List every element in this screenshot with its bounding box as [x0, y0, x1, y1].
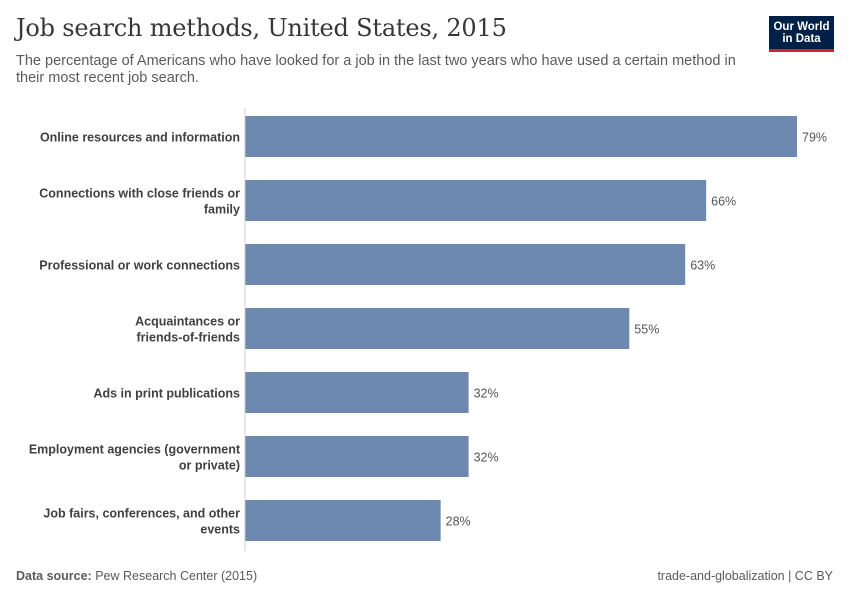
bar-4[interactable]: [245, 308, 630, 349]
bar-2[interactable]: [245, 180, 707, 221]
bar-5[interactable]: [245, 372, 469, 413]
license-note[interactable]: trade-and-globalization | CC BY: [657, 569, 833, 583]
bar-7[interactable]: [245, 500, 441, 541]
category-label: Ads in print publications: [93, 387, 240, 401]
logo-line-2: in Data: [782, 33, 821, 45]
category-label: Connections with close friends or family: [39, 187, 240, 217]
category-label: Employment agencies (government or privat…: [29, 443, 241, 473]
value-label: 32%: [474, 387, 499, 401]
category-label: Professional or work connections: [39, 259, 240, 273]
category-label: Online resources and information: [40, 131, 240, 145]
value-label: 79%: [802, 131, 827, 145]
category-label: Acquaintances or friends-of-friends: [135, 315, 240, 345]
bar-3[interactable]: [245, 244, 686, 285]
bar-1[interactable]: [245, 116, 797, 157]
logo-line-1: Our World: [773, 21, 830, 33]
data-source: Data source: Pew Research Center (2015): [16, 569, 257, 583]
value-label: 63%: [690, 259, 715, 273]
owid-logo[interactable]: Our World in Data: [769, 16, 834, 52]
value-label: 66%: [711, 195, 736, 209]
bar-6[interactable]: [245, 436, 469, 477]
category-label: Job fairs, conferences, and other events: [43, 507, 240, 537]
value-label: 55%: [634, 323, 659, 337]
chart-subtitle: The percentage of Americans who have loo…: [16, 53, 736, 86]
data-source-link[interactable]: Pew Research Center (2015): [95, 569, 258, 583]
chart-title: Job search methods, United States, 2015: [16, 14, 507, 42]
data-source-label: Data source:: [16, 569, 92, 583]
bar-chart: 79% Online resources and information 66% Co…: [29, 108, 827, 551]
value-label: 28%: [446, 515, 471, 529]
value-label: 32%: [474, 451, 499, 465]
